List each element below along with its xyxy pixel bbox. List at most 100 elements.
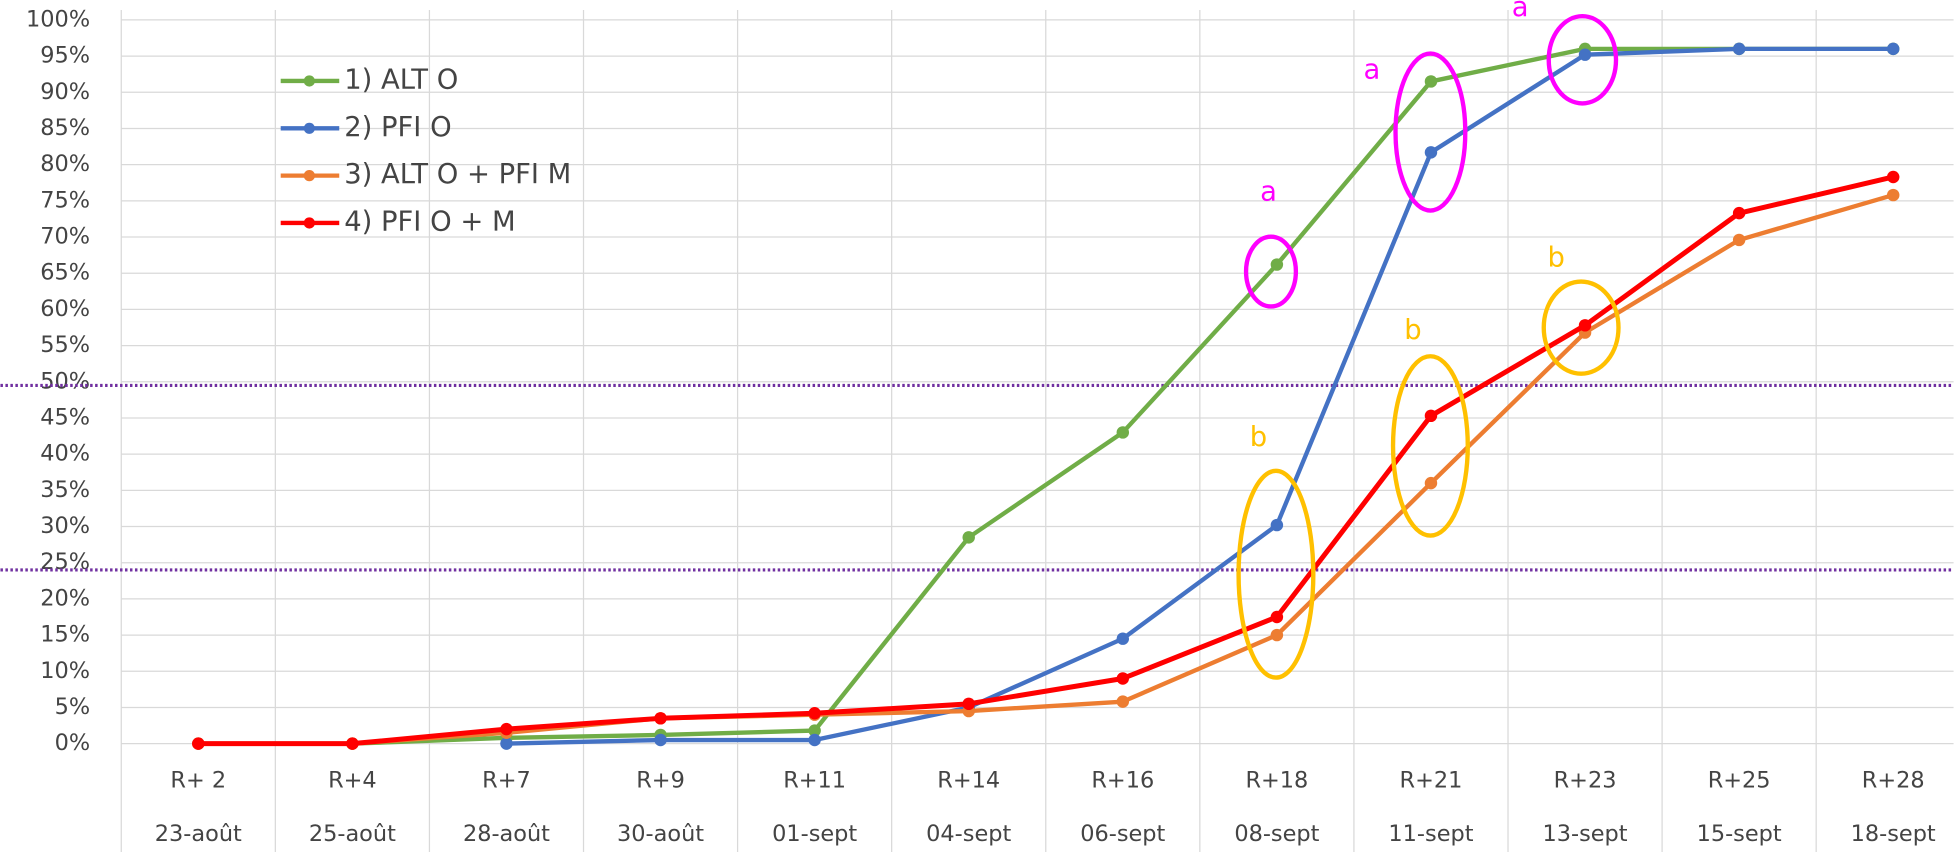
data-point	[1424, 476, 1438, 490]
x-date-label: 15-sept	[1697, 821, 1782, 847]
x-date-label: 23-août	[155, 821, 242, 847]
y-tick-label: 30%	[40, 513, 90, 539]
y-tick-label: 45%	[40, 404, 90, 430]
series-line	[198, 46, 1894, 746]
annotation-ellipse	[1393, 51, 1468, 213]
data-point	[808, 733, 821, 747]
data-point	[962, 697, 975, 711]
data-point	[1270, 628, 1284, 642]
x-tick-label: R+11	[783, 767, 846, 793]
legend-label: 1) ALT O	[344, 64, 458, 95]
annotation-label: b	[1548, 243, 1565, 274]
data-point	[1578, 319, 1592, 332]
y-tick-label: 95%	[40, 43, 90, 69]
data-point	[1886, 188, 1900, 202]
data-point	[1578, 48, 1592, 61]
x-date-label: 04-sept	[926, 821, 1011, 847]
y-tick-label: 10%	[40, 658, 90, 684]
data-point	[1424, 409, 1438, 423]
x-date-label: 13-sept	[1543, 821, 1628, 847]
x-tick-label: R+28	[1862, 767, 1925, 793]
annotation-label: b	[1404, 315, 1421, 346]
data-point	[1116, 672, 1130, 685]
y-tick-label: 70%	[40, 224, 90, 250]
data-point	[1116, 632, 1130, 645]
y-tick-label: 5%	[55, 694, 91, 720]
legend-swatch	[303, 170, 315, 182]
annotation-ellipse	[1236, 468, 1316, 680]
x-tick-label: R+4	[328, 767, 377, 793]
data-point	[1270, 258, 1284, 271]
annotation-ellipse	[1541, 279, 1621, 376]
data-point	[500, 722, 513, 736]
data-point	[654, 712, 667, 725]
legend-label: 3) ALT O + PFI M	[344, 159, 571, 190]
data-point	[346, 737, 359, 750]
data-point	[1424, 146, 1438, 159]
x-tick-label: R+ 2	[170, 767, 226, 793]
annotation-ellipse	[1546, 14, 1619, 106]
y-tick-label: 60%	[40, 296, 90, 322]
annotation-label: a	[1512, 0, 1529, 23]
x-date-label: 11-sept	[1388, 821, 1473, 847]
x-date-label: 18-sept	[1851, 821, 1936, 847]
annotation-label: b	[1250, 422, 1267, 453]
y-tick-label: 75%	[40, 187, 90, 213]
y-tick-label: 80%	[40, 151, 90, 177]
legend-label: 2) PFI O	[344, 112, 451, 143]
data-point	[1732, 206, 1746, 220]
x-tick-label: R+14	[937, 767, 1000, 793]
y-tick-label: 85%	[40, 115, 90, 141]
data-point	[1270, 610, 1284, 624]
data-point	[654, 733, 667, 747]
x-date-label: 08-sept	[1234, 821, 1319, 847]
series-line	[506, 46, 1894, 746]
data-point	[1732, 42, 1746, 56]
annotation-ellipse	[1390, 354, 1470, 538]
y-tick-label: 100%	[26, 6, 90, 32]
x-tick-label: R+16	[1091, 767, 1154, 793]
annotation-label: a	[1363, 55, 1380, 86]
y-tick-label: 65%	[40, 260, 90, 286]
y-tick-label: 35%	[40, 477, 90, 503]
y-tick-label: 0%	[55, 730, 91, 756]
x-date-label: 06-sept	[1080, 821, 1165, 847]
data-point	[500, 737, 513, 750]
x-tick-label: R+23	[1554, 767, 1617, 793]
x-tick-label: R+9	[636, 767, 685, 793]
data-point	[192, 737, 205, 750]
y-tick-label: 55%	[40, 332, 90, 358]
x-tick-label: R+25	[1708, 767, 1771, 793]
data-point	[962, 531, 975, 544]
y-tick-label: 20%	[40, 585, 90, 611]
series-line	[198, 192, 1894, 746]
legend-swatch	[303, 217, 315, 229]
y-tick-label: 40%	[40, 441, 90, 467]
annotation-label: a	[1260, 177, 1277, 208]
x-date-label: 30-août	[617, 821, 704, 847]
data-point	[1116, 695, 1130, 708]
y-tick-label: 50%	[40, 368, 90, 394]
x-tick-label: R+21	[1400, 767, 1463, 793]
legend-swatch	[303, 122, 315, 134]
x-tick-label: R+7	[482, 767, 531, 793]
x-date-label: 01-sept	[772, 821, 857, 847]
data-point	[1886, 170, 1900, 184]
data-point	[1886, 42, 1900, 56]
data-point	[1116, 426, 1130, 439]
data-point	[1732, 233, 1746, 247]
x-tick-label: R+18	[1245, 767, 1308, 793]
y-tick-label: 90%	[40, 79, 90, 105]
x-date-label: 28-août	[463, 821, 550, 847]
series-line	[198, 174, 1894, 747]
legend-swatch	[303, 75, 315, 87]
data-point	[808, 707, 821, 720]
data-point	[1270, 518, 1284, 532]
x-date-label: 25-août	[309, 821, 396, 847]
annotation-ellipse	[1243, 234, 1299, 309]
legend-label: 4) PFI O + M	[344, 206, 515, 237]
y-tick-label: 15%	[40, 622, 90, 648]
data-point	[1424, 75, 1438, 88]
data-point	[808, 724, 821, 737]
